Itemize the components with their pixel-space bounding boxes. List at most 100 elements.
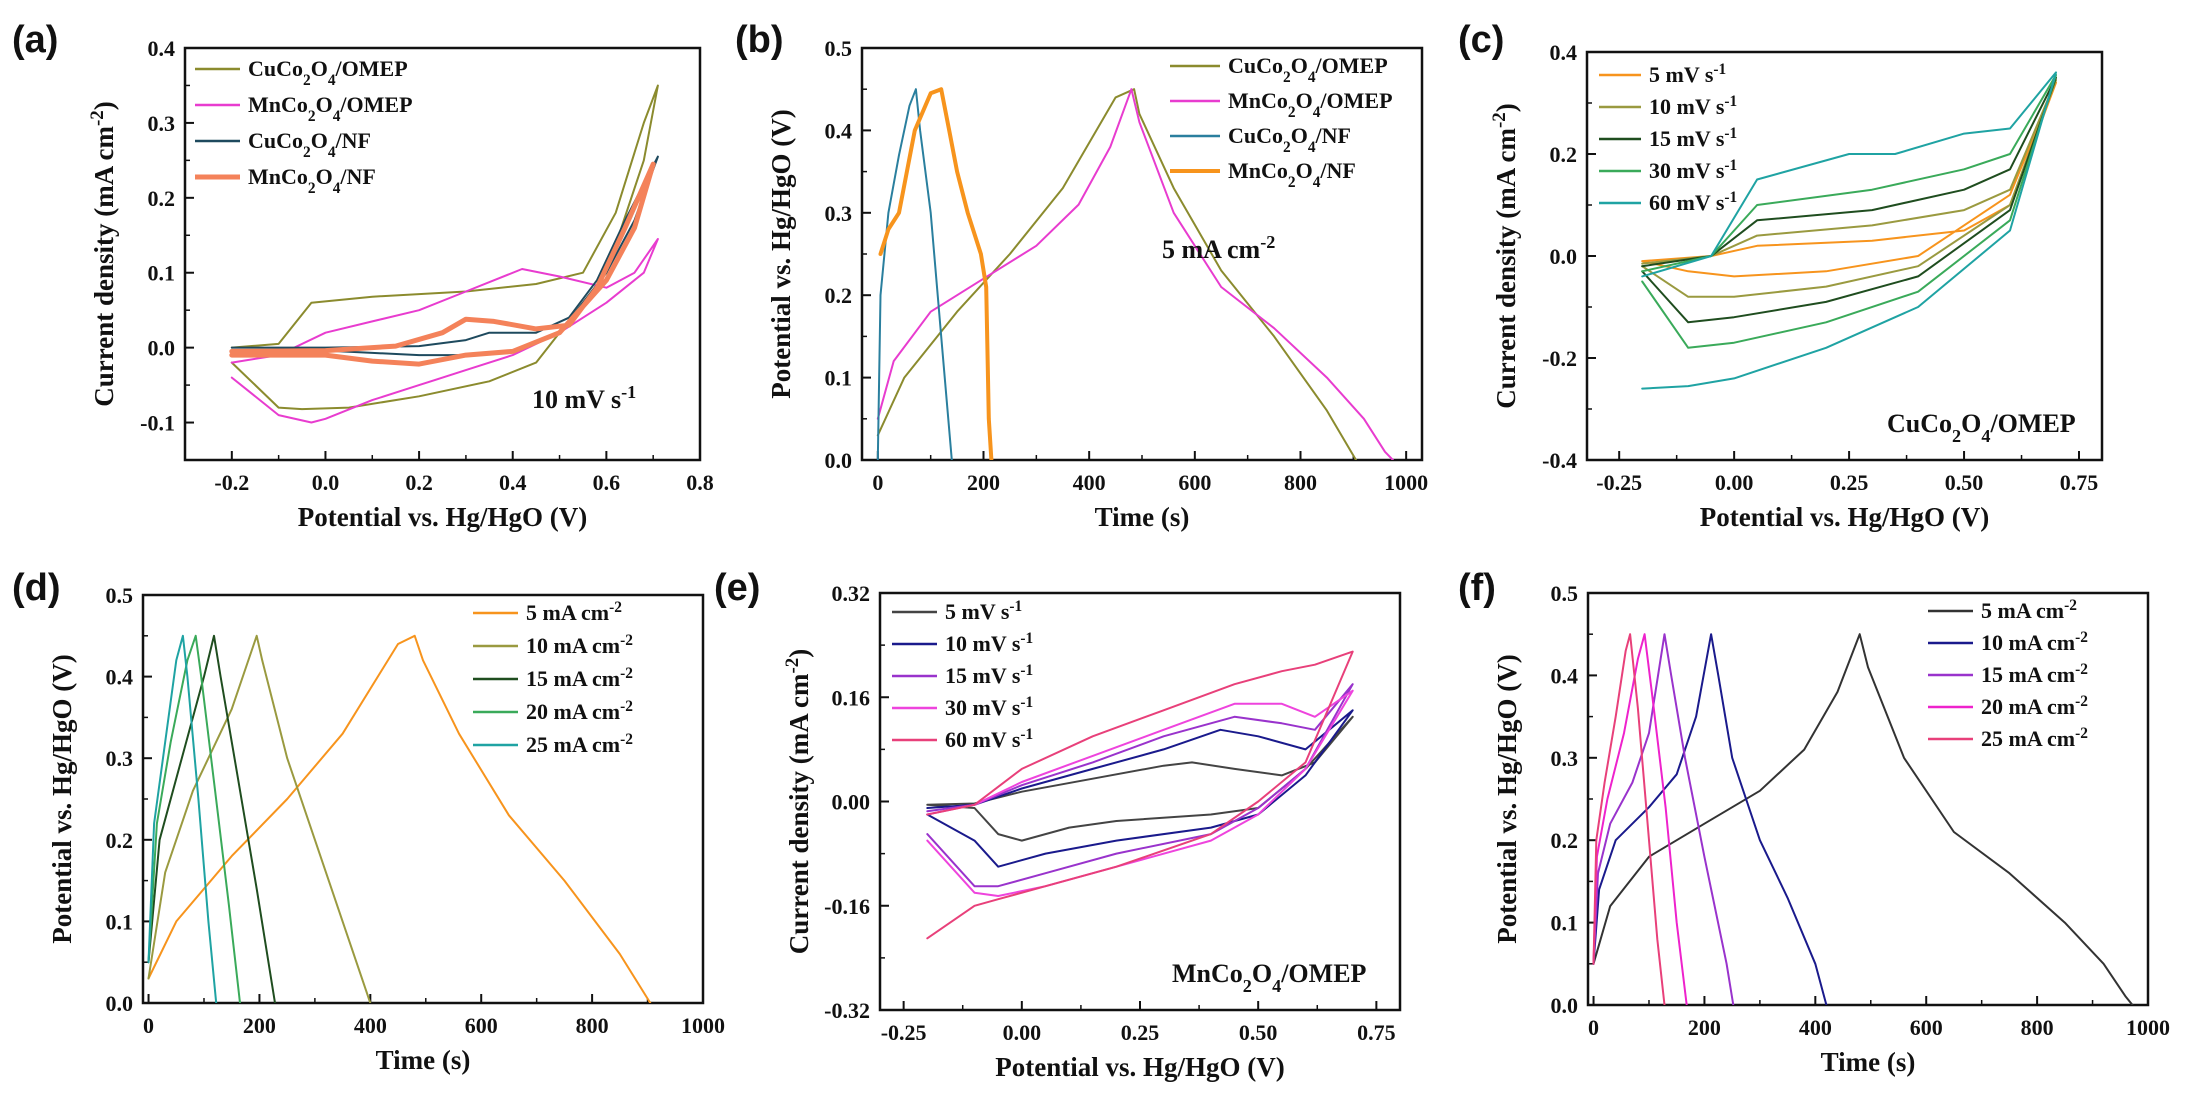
legend-label: 60 mV s-1 — [1649, 189, 1737, 216]
panel-f: 0 200 400 600 800 1000 0.0 0.1 0.2 0.3 0.4 0.5 Time … — [1458, 567, 2170, 1077]
y-tick-label: 0.32 — [832, 581, 871, 606]
y-tick-label: 0.5 — [825, 36, 853, 61]
y-axis-title: Current density (mA cm-2) — [87, 101, 120, 406]
x-tick-label: 0.8 — [686, 470, 714, 495]
legend-label: MnCo2O4/NF — [1228, 158, 1356, 191]
plot-annotation: CuCo2O4/OMEP — [1887, 409, 2076, 446]
series-line-5 — [1592, 633, 1666, 1005]
x-tick-label: 1000 — [1384, 470, 1428, 495]
x-tick-label: 200 — [1688, 1015, 1721, 1040]
legend-label: 30 mV s-1 — [945, 694, 1033, 721]
series-line-3 — [147, 634, 276, 1003]
legend-label: 5 mV s-1 — [1649, 61, 1726, 88]
series-line-5 — [1641, 71, 2057, 390]
y-tick-label: 0.4 — [106, 665, 134, 690]
x-tick-label: 0.00 — [1003, 1020, 1042, 1045]
series-group — [1592, 633, 2134, 1005]
y-tick-label: 0.1 — [106, 909, 134, 934]
series-line-4 — [1592, 633, 1688, 1005]
x-tick-label: 0.2 — [405, 470, 433, 495]
y-tick-label: 0.2 — [1550, 142, 1578, 167]
y-tick-label: 0.1 — [148, 261, 176, 286]
x-tick-label: 400 — [1073, 470, 1106, 495]
plot-frame — [183, 46, 702, 462]
series-line-4 — [229, 161, 656, 367]
y-tick-label: 0.4 — [1550, 40, 1578, 65]
y-tick-label: -0.32 — [824, 998, 870, 1023]
x-tick-label: 0.50 — [1239, 1020, 1278, 1045]
y-tick-label: -0.4 — [1542, 448, 1577, 473]
legend-label: CuCo2O4/NF — [248, 128, 371, 161]
panel-a: -0.2 0.0 0.2 0.4 0.6 0.8 -0.1 0.0 0.1 0.2 0.3 0.4 Po… — [12, 19, 714, 532]
series-line-5 — [147, 634, 218, 1003]
x-tick-label: 800 — [576, 1013, 609, 1038]
x-tick-label: -0.2 — [214, 470, 249, 495]
legend-label: 30 mV s-1 — [1649, 157, 1737, 184]
y-axis-title: Potential vs. Hg/HgO (V) — [766, 109, 796, 398]
plot-annotation: MnCo2O4/OMEP — [1172, 959, 1367, 996]
y-tick-label: 0.3 — [825, 201, 853, 226]
y-tick-label: 0.0 — [1551, 993, 1579, 1018]
x-tick-label: 400 — [1799, 1015, 1832, 1040]
x-tick-label: 0.00 — [1715, 470, 1754, 495]
legend-label: 15 mV s-1 — [945, 662, 1033, 689]
series-line-2 — [876, 88, 1394, 460]
legend-label: 25 mA cm-2 — [1981, 725, 2088, 752]
x-tick-label: 400 — [354, 1013, 387, 1038]
series-line-4 — [147, 634, 241, 1003]
legend-label: CuCo2O4/OMEP — [1228, 53, 1388, 86]
x-tick-label: 0.0 — [312, 470, 340, 495]
x-tick-label: 0.4 — [499, 470, 527, 495]
series-line-2 — [926, 709, 1354, 868]
x-tick-label: 600 — [1910, 1015, 1943, 1040]
x-axis-title: Time (s) — [1095, 502, 1190, 532]
x-tick-label: 0.25 — [1830, 470, 1869, 495]
x-tick-label: 0 — [143, 1013, 154, 1038]
legend-label: MnCo2O4/OMEP — [1228, 88, 1393, 121]
y-tick-label: 0.1 — [825, 366, 853, 391]
series-line-1 — [876, 88, 1357, 460]
x-tick-label: 800 — [1284, 470, 1317, 495]
series-line-4 — [926, 689, 1354, 897]
y-tick-label: 0.0 — [148, 336, 176, 361]
series-line-5 — [926, 650, 1354, 940]
y-tick-label: 0.2 — [106, 828, 134, 853]
legend-label: CuCo2O4/NF — [1228, 123, 1351, 156]
x-axis-title: Potential vs. Hg/HgO (V) — [298, 502, 587, 532]
legend-label: 5 mV s-1 — [945, 598, 1022, 625]
series-line-4 — [878, 87, 994, 460]
legend-label: 15 mA cm-2 — [526, 665, 633, 692]
y-tick-label: 0.2 — [1551, 828, 1579, 853]
y-tick-label: 0.3 — [148, 111, 176, 136]
series-line-2 — [1592, 633, 1828, 1005]
x-axis-title: Potential vs. Hg/HgO (V) — [1700, 502, 1989, 532]
x-tick-label: 0 — [1588, 1015, 1599, 1040]
x-tick-label: 200 — [243, 1013, 276, 1038]
legend-label: CuCo2O4/OMEP — [248, 56, 408, 89]
x-tick-label: 0.6 — [593, 470, 621, 495]
legend-label: MnCo2O4/NF — [248, 164, 376, 197]
y-tick-label: 0.16 — [832, 685, 871, 710]
x-tick-label: 600 — [465, 1013, 498, 1038]
y-tick-label: 0.4 — [825, 118, 853, 143]
panel-label: (b) — [735, 19, 784, 61]
y-tick-label: 0.1 — [1551, 911, 1579, 936]
series-group — [229, 84, 659, 424]
y-tick-label: 0.2 — [148, 186, 176, 211]
y-tick-label: 0.00 — [832, 790, 871, 815]
x-tick-label: 0.50 — [1945, 470, 1984, 495]
legend-label: MnCo2O4/OMEP — [248, 92, 413, 125]
series-line-3 — [1592, 633, 1735, 1005]
y-axis-title: Potential vs. Hg/HgO (V) — [47, 654, 77, 943]
panel-label: (f) — [1458, 567, 1496, 609]
x-tick-label: 200 — [967, 470, 1000, 495]
series-line-1 — [147, 634, 652, 1003]
legend-label: 5 mA cm-2 — [1981, 597, 2077, 624]
legend-label: 10 mV s-1 — [945, 630, 1033, 657]
panel-label: (c) — [1458, 19, 1504, 61]
panel-b: 0 200 400 600 800 1000 0.0 0.1 0.2 0.3 0.4 0.5 Time … — [735, 19, 1428, 532]
x-axis-title: Time (s) — [376, 1045, 471, 1075]
legend-label: 10 mA cm-2 — [1981, 629, 2088, 656]
series-group — [876, 87, 1394, 460]
x-tick-label: -0.25 — [1596, 470, 1642, 495]
